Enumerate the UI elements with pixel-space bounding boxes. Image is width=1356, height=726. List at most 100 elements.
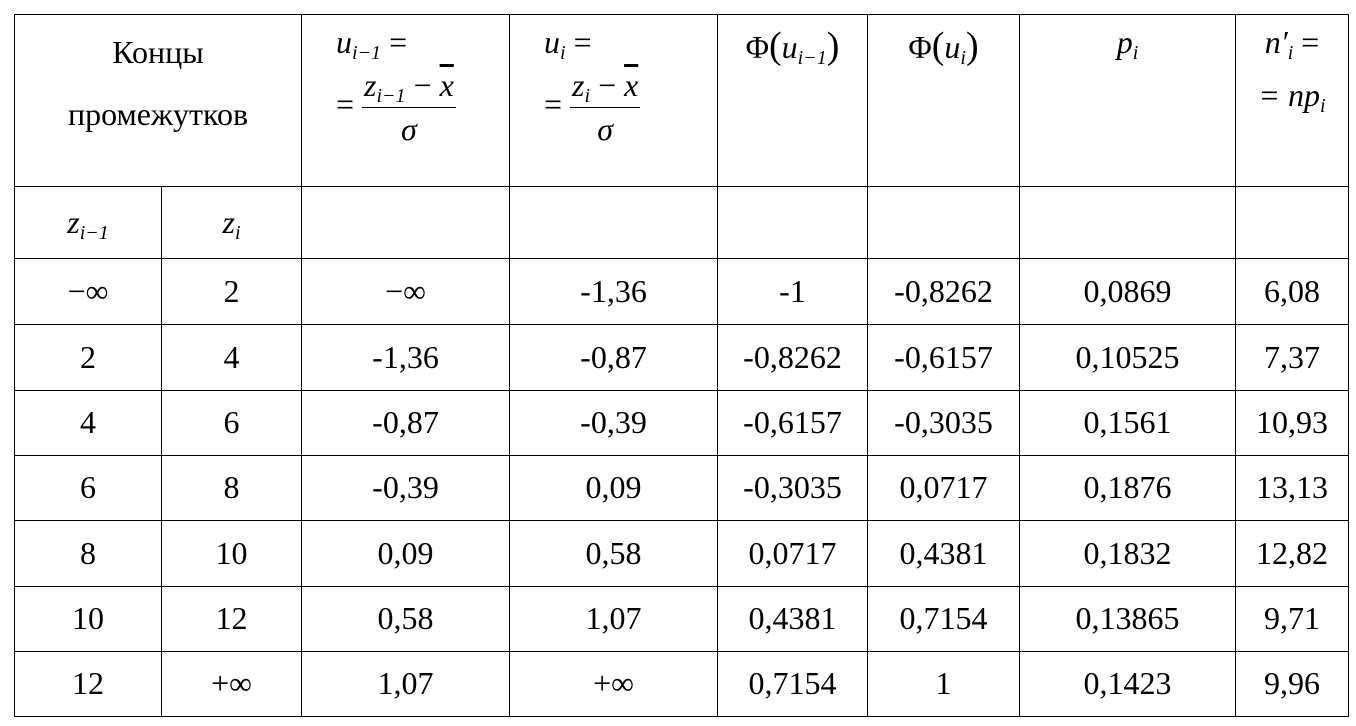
data-row: 8 10 0,09 0,58 0,0717 0,4381 0,1832 12,82 [14, 520, 1349, 587]
data-cell: 9,71 [1235, 586, 1349, 652]
formula-line: n′i = [1236, 21, 1348, 64]
data-cell: −∞ [14, 258, 162, 325]
symbol: z [572, 67, 585, 104]
empty-cell [1235, 186, 1349, 259]
denominator: σ [597, 111, 614, 148]
data-cell: -1,36 [301, 324, 510, 391]
header-text: Концы промежутков [67, 34, 249, 133]
data-cell: 1,07 [301, 651, 510, 717]
symbol: u [336, 24, 352, 60]
index: i [560, 42, 566, 64]
index: i−1 [79, 221, 109, 244]
index: i [234, 221, 241, 244]
paren: ( [769, 25, 782, 67]
data-cell: -1 [717, 258, 868, 325]
index: i [1320, 95, 1326, 118]
lead: = [544, 86, 563, 123]
data-cell: -0,3035 [717, 455, 868, 521]
empty-cell [301, 186, 510, 259]
data-row: −∞ 2 −∞ -1,36 -1 -0,8262 0,0869 6,08 [14, 258, 1349, 325]
data-cell: 0,7154 [867, 586, 1020, 652]
empty-cell [867, 186, 1020, 259]
mean: x [624, 67, 639, 104]
header-cell: Φ(ui) [867, 14, 1020, 187]
formula-line: ui = [544, 21, 717, 64]
mean: x [439, 67, 454, 104]
data-cell: 0,09 [509, 455, 718, 521]
data-cell: −∞ [301, 258, 510, 325]
data-cell: 2 [161, 258, 302, 325]
empty-cell [717, 186, 868, 259]
data-cell: 4 [161, 324, 302, 391]
paren: ( [931, 25, 945, 67]
data-cell: 0,4381 [717, 586, 868, 652]
data-cell: +∞ [161, 651, 302, 717]
data-cell: -0,3035 [867, 390, 1020, 456]
formula-line: = npi [1236, 74, 1348, 117]
data-cell: 8 [161, 455, 302, 521]
header-cell: n′i = = npi [1235, 14, 1349, 187]
subheader-row: zi−1 zi [14, 186, 1349, 259]
index: i−1 [376, 85, 406, 108]
symbol: u [544, 24, 560, 60]
data-cell: 0,1561 [1019, 390, 1236, 456]
data-cell: 0,1423 [1019, 651, 1236, 717]
data-cell: 2 [14, 324, 162, 391]
symbol: z [222, 203, 235, 240]
data-cell: 1,07 [509, 586, 718, 652]
data-cell: 0,1832 [1019, 520, 1236, 587]
index: i [960, 47, 966, 69]
numerator: zi−1 − x [362, 64, 456, 109]
data-cell: 0,4381 [867, 520, 1020, 587]
data-cell: 6 [14, 455, 162, 521]
data-cell: 13,13 [1235, 455, 1349, 521]
data-cell: 6 [161, 390, 302, 456]
symbol: n′ [1264, 24, 1288, 60]
data-cell: -0,8262 [867, 258, 1020, 325]
data-cell: 0,10525 [1019, 324, 1236, 391]
data-cell: -0,39 [509, 390, 718, 456]
data-cell: 0,58 [509, 520, 718, 587]
data-cell: 0,0869 [1019, 258, 1236, 325]
minus: − [413, 67, 432, 104]
data-cell: 7,37 [1235, 324, 1349, 391]
numerator: zi − x [570, 64, 641, 109]
subheader-cell: zi−1 [14, 186, 162, 259]
data-row: 12 +∞ 1,07 +∞ 0,7154 1 0,1423 9,96 [14, 651, 1349, 717]
data-cell: 12 [14, 651, 162, 717]
eq: = [573, 24, 592, 60]
data-row: 6 8 -0,39 0,09 -0,3035 0,0717 0,1876 13,13 [14, 455, 1349, 521]
formula-line: ui−1 = [336, 21, 509, 64]
data-cell: 12 [161, 586, 302, 652]
data-cell: 0,13865 [1019, 586, 1236, 652]
subheader-cell: zi [161, 186, 302, 259]
index: i−1 [352, 42, 382, 64]
data-cell: 12,82 [1235, 520, 1349, 587]
data-cell: 9,96 [1235, 651, 1349, 717]
empty-cell [509, 186, 718, 259]
data-cell: 4 [14, 390, 162, 456]
paren: ) [826, 25, 840, 67]
symbol: u [944, 29, 961, 65]
data-cell: 0,0717 [717, 520, 868, 587]
func: Φ [908, 29, 932, 65]
eq: = [389, 24, 408, 60]
eq: = [1301, 24, 1320, 60]
data-row: 2 4 -1,36 -0,87 -0,8262 -0,6157 0,10525 7,37 [14, 324, 1349, 391]
data-cell: 0,09 [301, 520, 510, 587]
minus: − [598, 67, 617, 104]
data-cell: 10,93 [1235, 390, 1349, 456]
data-cell: 0,58 [301, 586, 510, 652]
index: i−1 [797, 47, 827, 69]
data-cell: -0,8262 [717, 324, 868, 391]
index: i [1132, 42, 1139, 64]
data-cell: 10 [161, 520, 302, 587]
header-cell: Φ(ui−1) [717, 14, 868, 187]
